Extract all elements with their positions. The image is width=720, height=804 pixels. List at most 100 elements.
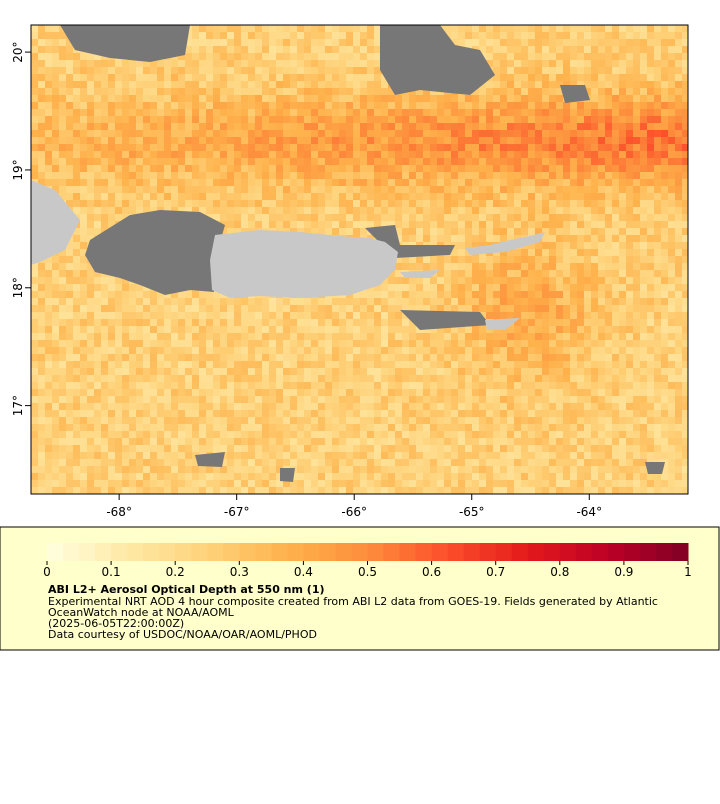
field-cell [465,368,472,375]
field-cell [206,200,213,207]
field-cell [416,88,423,95]
field-cell [451,109,458,116]
field-cell [31,39,38,46]
field-cell [367,67,374,74]
field-cell [353,137,360,144]
field-cell [444,172,451,179]
field-cell [500,270,507,277]
field-cell [640,165,647,172]
field-cell [234,354,241,361]
field-cell [311,333,318,340]
field-cell [164,186,171,193]
field-cell [563,123,570,130]
field-cell [423,382,430,389]
field-cell [199,137,206,144]
field-cell [248,214,255,221]
field-cell [416,95,423,102]
field-cell [164,116,171,123]
field-cell [626,95,633,102]
field-cell [570,312,577,319]
field-cell [80,186,87,193]
field-cell [171,382,178,389]
field-cell [647,102,654,109]
field-cell [129,361,136,368]
field-cell [591,340,598,347]
field-cell [381,389,388,396]
field-cell [325,354,332,361]
field-cell [304,39,311,46]
field-cell [465,144,472,151]
field-cell [479,221,486,228]
field-cell [31,382,38,389]
field-cell [647,228,654,235]
field-cell [367,53,374,60]
field-cell [668,214,675,221]
field-cell [535,340,542,347]
field-cell [346,158,353,165]
field-cell [115,298,122,305]
field-cell [577,284,584,291]
field-cell [444,354,451,361]
field-cell [276,116,283,123]
field-cell [38,179,45,186]
field-cell [101,88,108,95]
field-cell [66,291,73,298]
field-cell [178,165,185,172]
field-cell [227,158,234,165]
field-cell [500,32,507,39]
field-cell [276,151,283,158]
field-cell [73,235,80,242]
field-cell [514,109,521,116]
field-cell [339,368,346,375]
field-cell [234,326,241,333]
field-cell [45,375,52,382]
field-cell [227,333,234,340]
field-cell [52,67,59,74]
field-cell [402,333,409,340]
field-cell [437,256,444,263]
field-cell [38,333,45,340]
field-cell [157,368,164,375]
field-cell [367,158,374,165]
field-cell [367,151,374,158]
field-cell [346,347,353,354]
field-cell [598,347,605,354]
field-cell [472,151,479,158]
field-cell [388,200,395,207]
field-cell [682,102,688,109]
field-cell [143,389,150,396]
field-cell [549,347,556,354]
field-cell [122,214,129,221]
field-cell [374,109,381,116]
field-cell [276,25,283,32]
field-cell [45,53,52,60]
field-cell [206,151,213,158]
field-cell [598,263,605,270]
field-cell [654,277,661,284]
field-cell [192,158,199,165]
field-cell [570,298,577,305]
field-cell [129,179,136,186]
field-cell [465,256,472,263]
field-cell [451,193,458,200]
field-cell [668,25,675,32]
field-cell [563,354,570,361]
field-cell [465,284,472,291]
field-cell [297,151,304,158]
field-cell [451,284,458,291]
field-cell [661,284,668,291]
field-cell [178,60,185,67]
field-cell [549,116,556,123]
field-cell [451,151,458,158]
field-cell [248,39,255,46]
field-cell [311,88,318,95]
field-cell [171,200,178,207]
field-cell [647,193,654,200]
field-cell [346,172,353,179]
field-cell [668,319,675,326]
field-cell [465,361,472,368]
field-cell [654,60,661,67]
field-cell [640,375,647,382]
field-cell [346,123,353,130]
field-cell [563,60,570,67]
